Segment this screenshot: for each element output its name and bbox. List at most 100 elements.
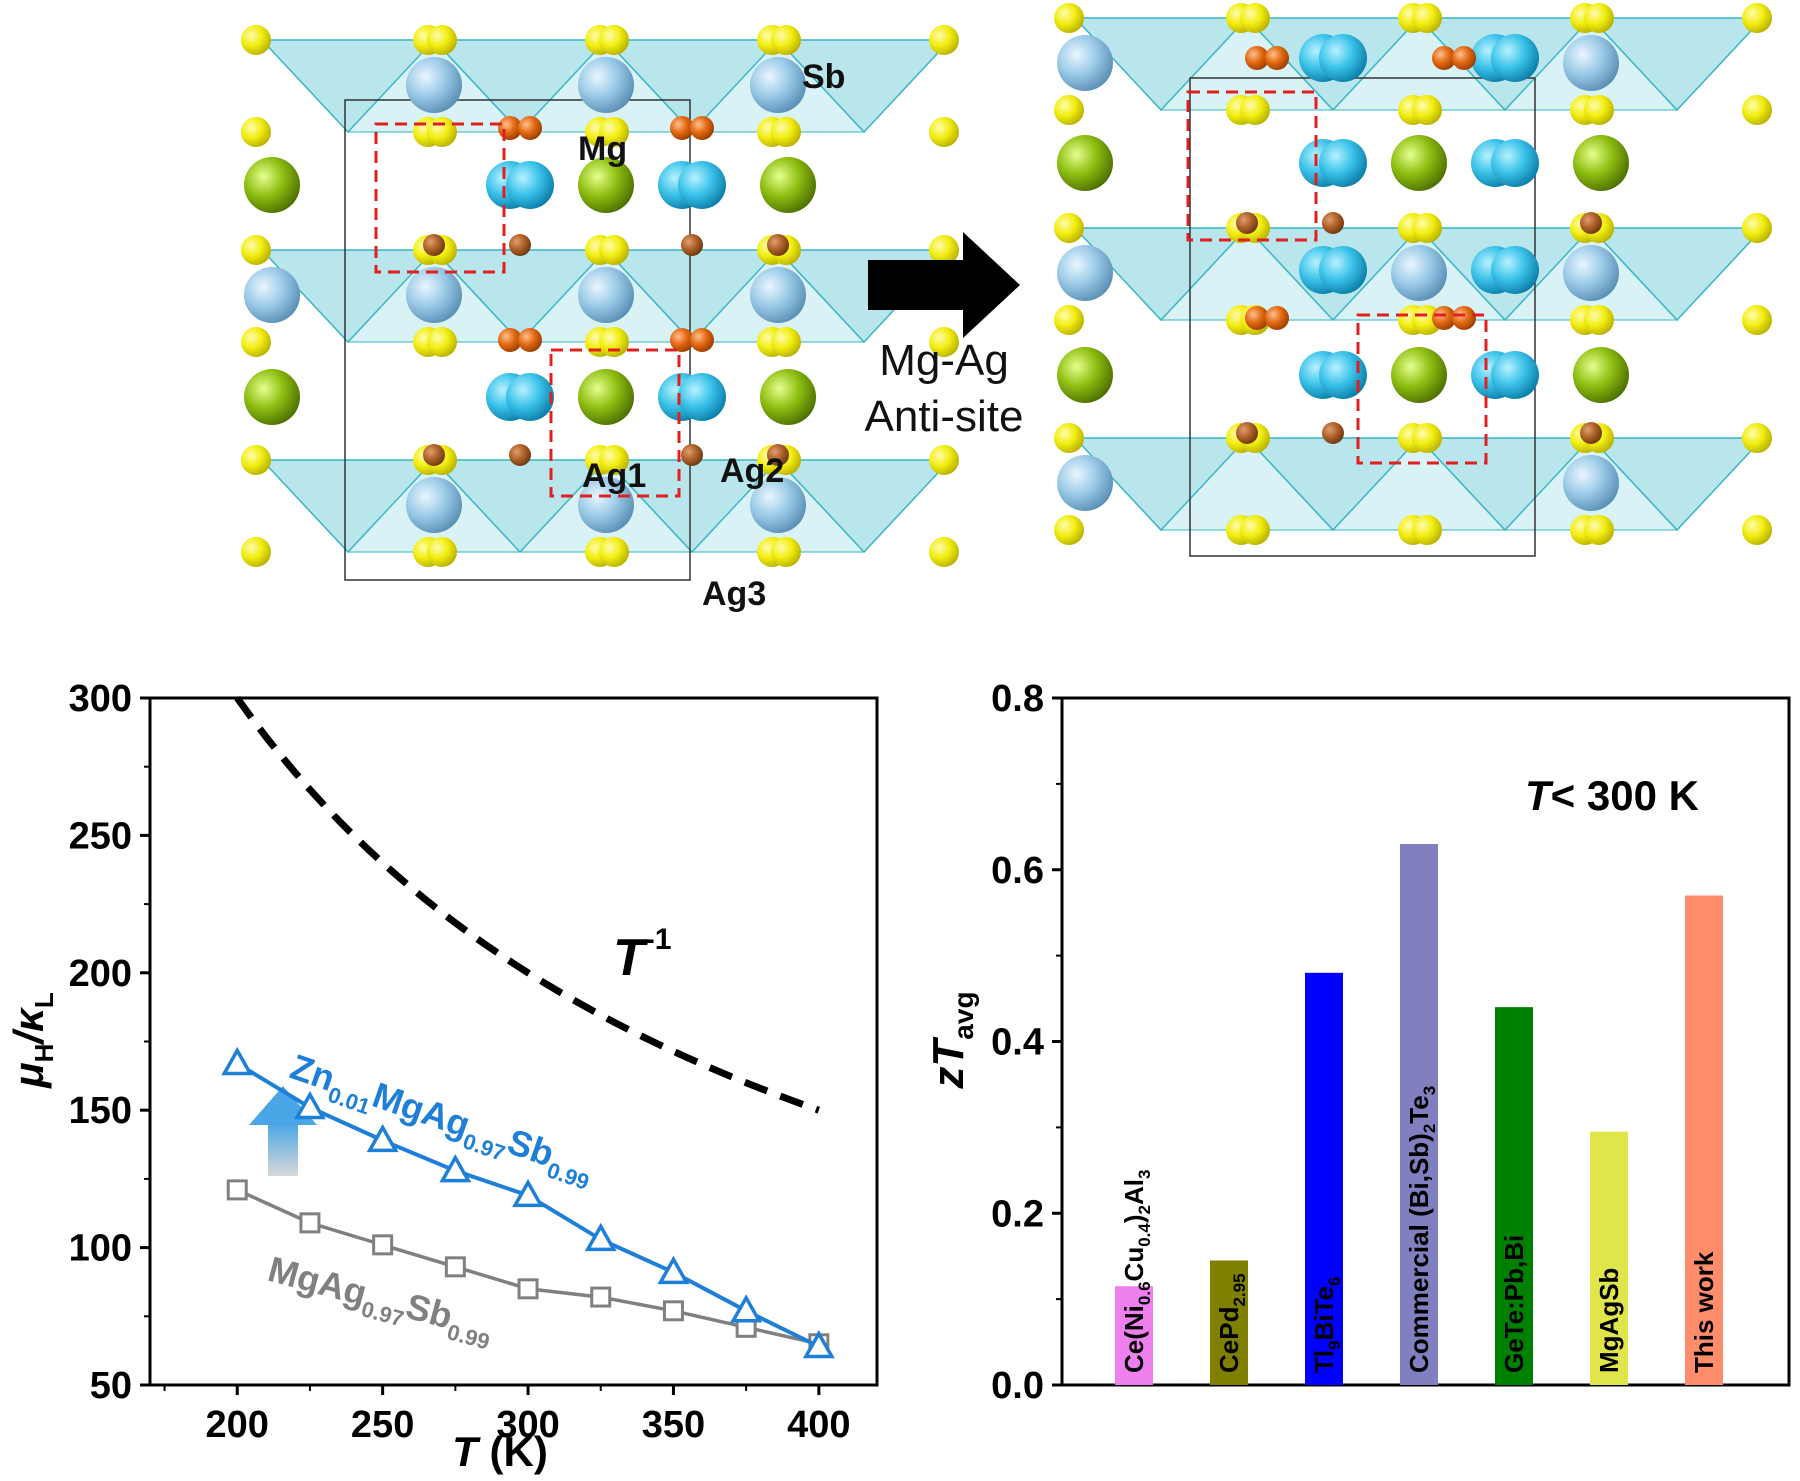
data-point-triangle bbox=[221, 1046, 254, 1076]
label-ag2: Ag2 bbox=[720, 452, 784, 490]
data-point-square bbox=[372, 1234, 394, 1256]
sb-atom bbox=[241, 235, 271, 265]
bar bbox=[1115, 1286, 1153, 1385]
y-tick-label: 0.4 bbox=[991, 1022, 1044, 1064]
ag2-atom bbox=[244, 157, 300, 213]
ag1-atom bbox=[506, 373, 554, 421]
tetrahedron bbox=[776, 459, 952, 554]
y-tick-label: 50 bbox=[90, 1365, 132, 1407]
data-point-triangle bbox=[657, 1255, 690, 1285]
transition-label-line1: Mg-Ag bbox=[879, 336, 1009, 385]
mg-atom bbox=[1322, 212, 1344, 234]
mg-atom bbox=[681, 444, 703, 466]
highlight-box bbox=[374, 122, 506, 274]
mg-atom bbox=[1580, 422, 1602, 444]
sb-atom bbox=[599, 537, 629, 567]
sb-atom bbox=[929, 445, 959, 475]
sb-atom bbox=[599, 235, 629, 265]
ag1-atom bbox=[1491, 139, 1539, 187]
sb-atom bbox=[1412, 3, 1442, 33]
ag2-atom bbox=[1057, 347, 1113, 403]
ag3-atom bbox=[406, 57, 462, 113]
transition-label-line2: Anti-site bbox=[865, 392, 1024, 441]
sb-atom bbox=[241, 445, 271, 475]
ag3-atom bbox=[578, 477, 634, 533]
tetrahedron bbox=[1589, 437, 1765, 532]
x-tick-label: 350 bbox=[642, 1404, 705, 1446]
sb-atom bbox=[929, 327, 959, 357]
bar-label: GeTe:Pb,Bi bbox=[1499, 1235, 1529, 1373]
line-chart: 200 250 300 350 400 50 100 150 200 250 300 T-1 Zn0… bbox=[5, 678, 879, 1475]
sb-atom bbox=[1412, 213, 1442, 243]
ag3-atom bbox=[1057, 35, 1113, 91]
tetrahedron bbox=[1589, 17, 1765, 112]
bar-label: This work bbox=[1689, 1251, 1719, 1373]
ag3-atom bbox=[578, 57, 634, 113]
mg-atom bbox=[509, 234, 531, 256]
sb-atom bbox=[1742, 515, 1772, 545]
y-axis-label: zTavg bbox=[924, 991, 979, 1089]
data-point-triangle bbox=[730, 1294, 763, 1323]
mg-atom bbox=[1245, 306, 1269, 330]
temperature-annotation: T< 300 K bbox=[1525, 772, 1699, 819]
sb-atom bbox=[427, 327, 457, 357]
y-tick-label: 200 bbox=[69, 953, 132, 995]
bar-chart: 0.0 0.2 0.4 0.6 0.8 Ce(Ni0.6Cu0.4)2Al3 CePd2.… bbox=[924, 678, 1791, 1407]
label-ag3: Ag3 bbox=[702, 575, 766, 613]
mg-atom bbox=[423, 444, 445, 466]
label-mg: Mg bbox=[578, 130, 627, 168]
data-point-square bbox=[226, 1179, 248, 1201]
mg-atom bbox=[681, 234, 703, 256]
mg-atom bbox=[1432, 46, 1456, 70]
x-tick-label: 250 bbox=[351, 1404, 414, 1446]
mg-atom bbox=[1452, 306, 1476, 330]
bar-label: Ce(Ni0.6Cu0.4)2Al3 bbox=[1119, 1170, 1154, 1373]
sb-atom bbox=[427, 25, 457, 55]
ag2-atom bbox=[1057, 135, 1113, 191]
sb-atom bbox=[1240, 95, 1270, 125]
fit-annotation-exponent: -1 bbox=[645, 923, 672, 956]
ag2-atom bbox=[578, 157, 634, 213]
bar-label: CePd2.95 bbox=[1214, 1273, 1249, 1373]
series-layer bbox=[221, 1046, 835, 1359]
sb-atom bbox=[929, 25, 959, 55]
ag2-atom bbox=[760, 369, 816, 425]
data-point-triangle bbox=[512, 1178, 545, 1208]
sb-atom bbox=[929, 537, 959, 567]
mg-atom bbox=[498, 328, 522, 352]
series-label-zn: Zn0.01MgAg0.97Sb0.99 bbox=[283, 1046, 600, 1195]
mg-atom bbox=[1265, 306, 1289, 330]
y-tick-label: 300 bbox=[69, 678, 132, 720]
bar bbox=[1495, 1007, 1533, 1385]
data-point-square bbox=[299, 1212, 321, 1234]
data-point-triangle bbox=[366, 1123, 399, 1153]
sb-atom bbox=[1742, 305, 1772, 335]
ag3-atom bbox=[578, 267, 634, 323]
mg-atom bbox=[1236, 212, 1258, 234]
ag3-atom bbox=[1563, 245, 1619, 301]
fit-annotation-base: T bbox=[613, 929, 649, 987]
bar-label: Commercial (Bi,Sb)2Te3 bbox=[1404, 1086, 1439, 1373]
bar bbox=[1210, 1260, 1248, 1385]
sb-atom bbox=[599, 25, 629, 55]
sb-atom bbox=[771, 537, 801, 567]
ag1-atom bbox=[1491, 246, 1539, 294]
label-sb: Sb bbox=[802, 58, 845, 96]
ag1-atom bbox=[678, 161, 726, 209]
x-tick-label: 400 bbox=[787, 1404, 850, 1446]
ag2-atom bbox=[1391, 347, 1447, 403]
ag3-atom bbox=[1391, 245, 1447, 301]
tetrahedron bbox=[776, 39, 952, 134]
y-axis-label: μH/κL bbox=[5, 992, 59, 1089]
mg-atom bbox=[767, 234, 789, 256]
bar bbox=[1685, 895, 1723, 1385]
sb-atom bbox=[1054, 95, 1084, 125]
ag1-atom bbox=[678, 373, 726, 421]
arrow-shaft bbox=[268, 1123, 298, 1176]
sb-atom bbox=[1742, 3, 1772, 33]
data-point-square bbox=[517, 1278, 539, 1300]
ag3-atom bbox=[750, 267, 806, 323]
sb-atom bbox=[1412, 515, 1442, 545]
mg-atom bbox=[1245, 46, 1269, 70]
